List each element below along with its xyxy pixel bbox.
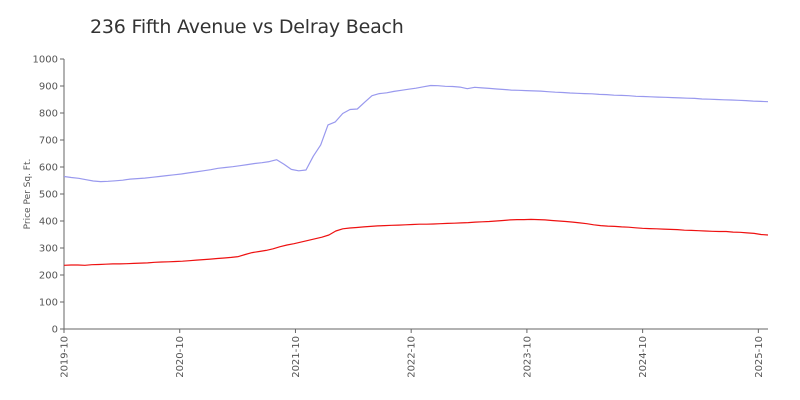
series-line-2 — [63, 218, 769, 266]
y-tick-label: 200 — [39, 271, 58, 282]
x-tick-label: 2021-10 — [291, 336, 302, 378]
x-tick-label: 2024-10 — [638, 336, 649, 378]
y-tick-label: 800 — [39, 109, 58, 120]
y-tick-label: 900 — [39, 82, 58, 93]
x-tick-label: 2023-10 — [522, 336, 533, 378]
y-tick-label: 700 — [39, 136, 58, 147]
y-tick-label: 400 — [39, 217, 58, 228]
y-tick-label: 1000 — [33, 55, 58, 66]
axes: 0 100 200 300 400 500 600 700 800 900 1000 Price Pe… — [23, 55, 768, 378]
series-line-1 — [63, 84, 769, 183]
y-axis-label: Price Per Sq. Ft. — [23, 159, 33, 230]
x-tick-label: 2025-10 — [754, 336, 765, 378]
y-tick-label: 600 — [39, 163, 58, 174]
chart-title: 236 Fifth Avenue vs Delray Beach — [90, 16, 404, 38]
series-layer — [63, 84, 769, 266]
x-tick-label: 2019-10 — [60, 336, 71, 378]
y-tick-label: 300 — [39, 244, 58, 255]
y-tick-label: 0 — [52, 325, 58, 336]
y-tick-label: 500 — [39, 190, 58, 201]
x-tick-label: 2022-10 — [407, 336, 418, 378]
y-tick-label: 100 — [39, 298, 58, 309]
x-tick-label: 2020-10 — [175, 336, 186, 378]
